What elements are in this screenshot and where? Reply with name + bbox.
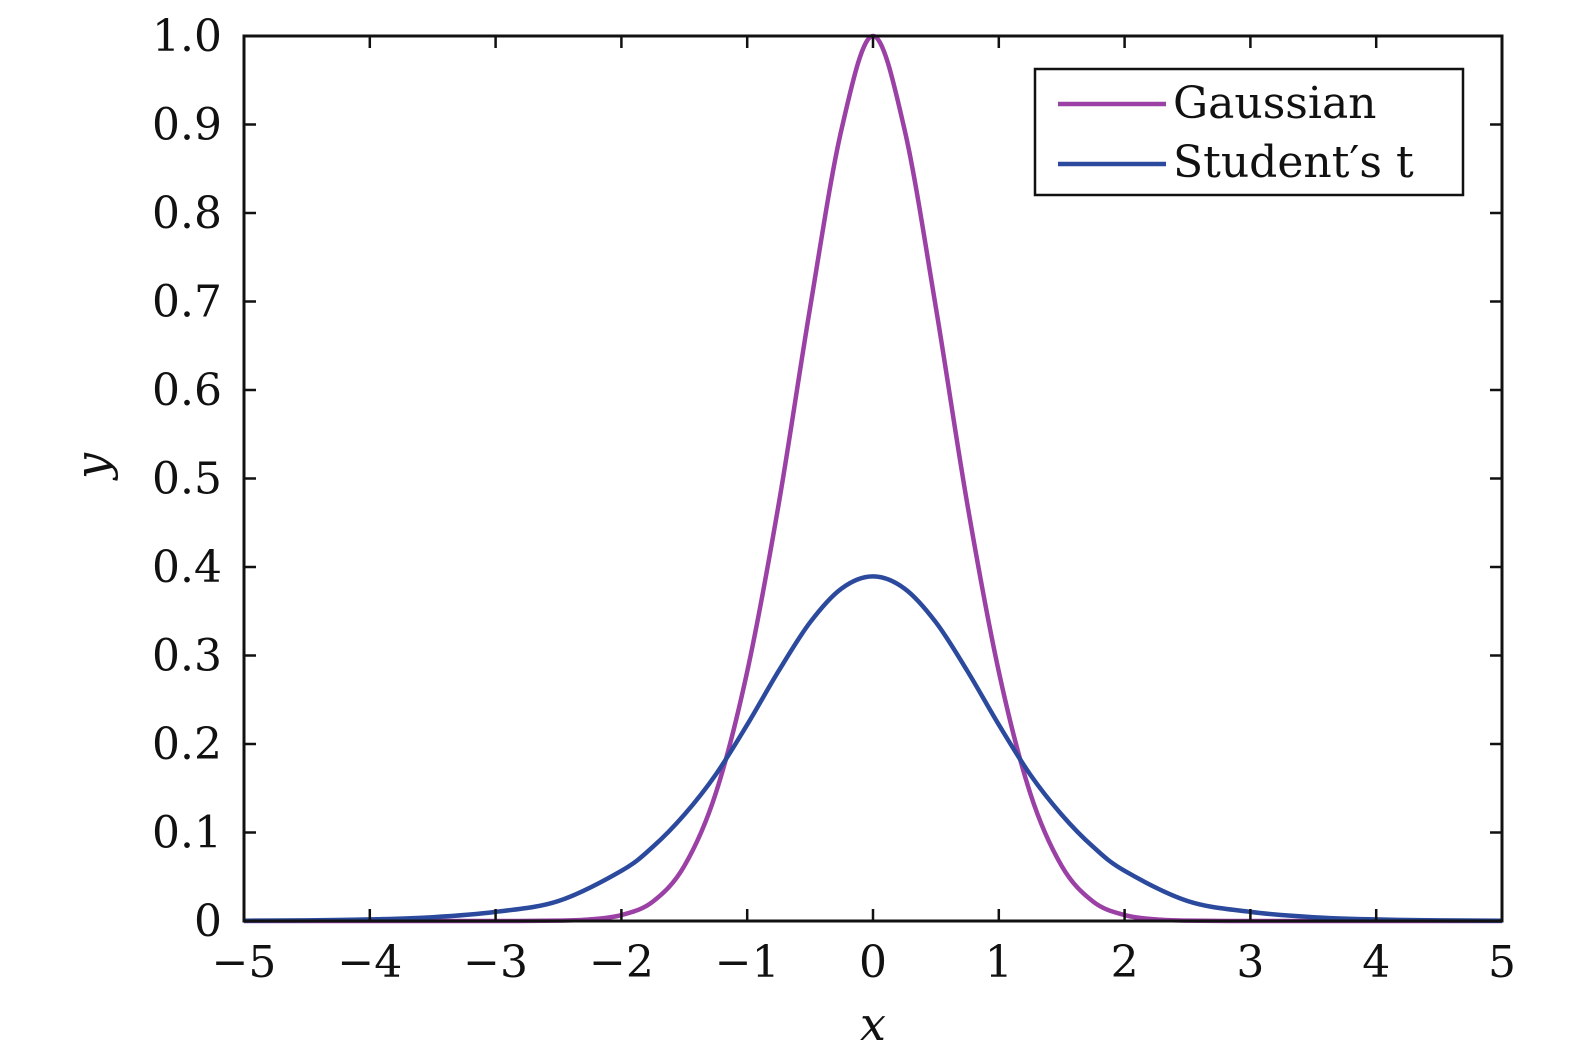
x-tick-label: 0 xyxy=(859,937,887,988)
legend-label-gaussian: Gaussian xyxy=(1173,78,1377,129)
y-tick-label: 0.7 xyxy=(152,277,222,328)
x-tick-label: −1 xyxy=(715,937,780,988)
plot-frame xyxy=(242,34,1504,923)
legend: Gaussian Student′s t xyxy=(1033,67,1465,197)
x-tick-label: 2 xyxy=(1111,937,1139,988)
x-tick-label: 4 xyxy=(1362,937,1390,988)
y-tick-label: 0.1 xyxy=(152,808,222,859)
y-tick-label: 0.4 xyxy=(152,542,222,593)
x-tick-label: 3 xyxy=(1236,937,1264,988)
tick-layer: −5 −4 −3 −2 −1 0 1 2 3 4 5 0 0.1 0.2 0.3 0.4 0.5 0.6 0.7 0.… xyxy=(152,11,1516,988)
legend-box xyxy=(1033,67,1465,197)
y-tick-label: 0.9 xyxy=(152,100,222,151)
x-tick-label: −5 xyxy=(212,937,277,988)
y-tick-label: 0.5 xyxy=(152,454,222,505)
x-tick-label: −4 xyxy=(337,937,402,988)
y-tick-label: 0 xyxy=(194,896,222,947)
y-tick-label: 0.8 xyxy=(152,188,222,239)
y-tick-label: 0.3 xyxy=(152,631,222,682)
x-tick-label: −3 xyxy=(463,937,528,988)
y-tick-label: 0.2 xyxy=(152,719,222,770)
series-line-student-s-t xyxy=(243,574,1503,923)
x-tick-label: 1 xyxy=(985,937,1013,988)
y-tick-label: 1.0 xyxy=(152,11,222,62)
x-tick-label: −2 xyxy=(589,937,654,988)
legend-label-students-t: Student′s t xyxy=(1173,137,1414,188)
x-tick-label: 5 xyxy=(1488,937,1516,988)
y-tick-label: 0.6 xyxy=(152,365,222,416)
x-axis-label: x xyxy=(860,997,886,1051)
y-axis-label: y xyxy=(65,452,119,481)
